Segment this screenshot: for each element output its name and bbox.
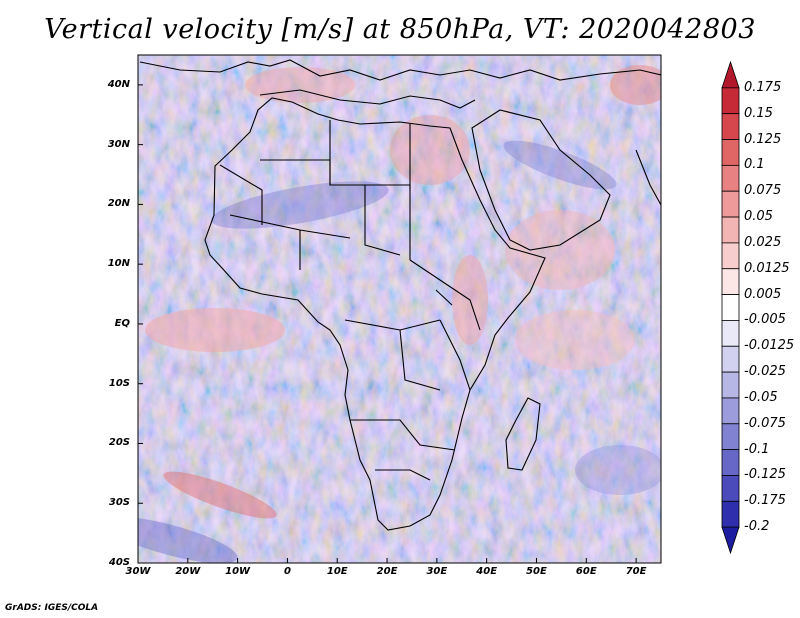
lat-label: 40S (108, 557, 130, 568)
colorbar-swatch (721, 294, 740, 321)
colorbar-swatch (721, 371, 740, 399)
lon-label: 20E (376, 566, 398, 577)
lon-label: 30W (125, 566, 151, 577)
colorbar-swatch (721, 190, 740, 218)
colorbar (721, 60, 740, 555)
map-title: Vertical velocity [m/s] at 850hPa, VT: 2… (44, 14, 756, 45)
colorbar-swatch (721, 113, 740, 140)
colorbar-label: 0.1 (744, 157, 765, 173)
lon-label: 60E (575, 566, 597, 577)
lon-label: 40E (476, 566, 498, 577)
lat-label: EQ (114, 317, 130, 329)
colorbar-swatch (721, 345, 740, 373)
colorbar-swatch (721, 449, 740, 476)
colorbar-swatch (721, 60, 740, 89)
colorbar-swatch (721, 423, 740, 451)
colorbar-label: -0.1 (744, 441, 770, 457)
colorbar-swatch (721, 216, 740, 244)
lat-label: 10S (108, 377, 130, 389)
colorbar-label: 0.025 (744, 234, 782, 250)
colorbar-label: -0.2 (744, 519, 770, 535)
lat-label: 30S (108, 497, 130, 509)
colorbar-swatch (721, 526, 740, 555)
colorbar-swatch (721, 164, 740, 192)
lon-label: 0 (283, 566, 291, 577)
lat-label: 40N (107, 78, 130, 90)
lon-label: 10W (225, 566, 251, 577)
colorbar-label: -0.05 (744, 389, 778, 405)
colorbar-swatch (721, 268, 740, 295)
colorbar-label: 0.005 (744, 286, 782, 302)
plot-frame (137, 54, 662, 564)
velocity-field (138, 55, 661, 563)
colorbar-swatch (721, 500, 740, 528)
africa-coastline (204, 97, 546, 531)
colorbar-swatch (721, 87, 740, 115)
mediterranean-coast (259, 89, 476, 109)
lat-label: 30N (107, 138, 130, 150)
colorbar-label: -0.075 (744, 415, 786, 431)
grads-credit: GrADS: IGES/COLA (5, 603, 99, 613)
europe-coast (139, 59, 661, 81)
colorbar-label: 0.0125 (744, 260, 790, 276)
colorbar-swatch (721, 475, 740, 502)
colorbar-label: 0.075 (744, 183, 782, 199)
colorbar-swatch (721, 242, 740, 270)
colorbar-label: -0.005 (744, 312, 786, 328)
lon-label: 20W (175, 566, 201, 577)
colorbar-swatch (721, 139, 740, 166)
colorbar-label: -0.025 (744, 364, 786, 380)
lat-label: 20N (107, 198, 130, 210)
colorbar-label: -0.0125 (744, 338, 795, 354)
madagascar (505, 397, 541, 471)
colorbar-swatch (721, 397, 740, 425)
colorbar-label: -0.175 (744, 493, 786, 509)
lat-label: 10N (107, 258, 130, 270)
lon-label: 50E (526, 566, 547, 577)
arabian-peninsula (471, 109, 611, 251)
colorbar-label: 0.15 (744, 105, 773, 121)
colorbar-label: 0.175 (744, 79, 782, 95)
lon-label: 10E (326, 566, 348, 577)
axis-ticks (137, 84, 637, 564)
country-borders (139, 59, 661, 531)
india-coast (635, 149, 661, 206)
lat-label: 20S (108, 437, 130, 449)
colorbar-swatch (721, 320, 740, 347)
colorbar-label: 0.125 (744, 131, 782, 147)
lon-label: 30E (426, 566, 448, 577)
colorbar-label: 0.05 (744, 209, 773, 225)
colorbar-label: -0.125 (744, 467, 786, 483)
lon-label: 70E (625, 566, 647, 577)
